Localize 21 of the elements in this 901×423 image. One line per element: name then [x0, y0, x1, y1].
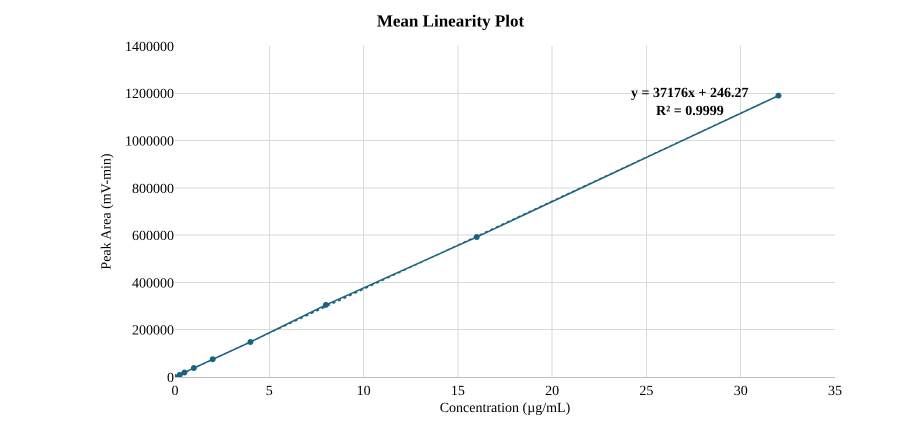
x-tick-label: 5 — [266, 384, 273, 399]
y-tick-label: 1400000 — [125, 40, 174, 55]
y-tick-label: 600000 — [132, 229, 174, 244]
x-tick-label: 15 — [450, 384, 465, 399]
annotation: y = 37176x + 246.27 — [631, 86, 748, 101]
y-tick-label: 0 — [167, 370, 174, 386]
x-axis-title: Concentration (µg/mL) — [440, 401, 571, 416]
annotation: R² = 0.9999 — [656, 104, 724, 119]
chart-title: Mean Linearity Plot — [376, 12, 524, 31]
y-tick-label: 200000 — [132, 324, 174, 339]
x-tick-label: 10 — [356, 384, 371, 399]
y-tick-label: 400000 — [132, 276, 174, 292]
x-tick-label: 30 — [734, 384, 748, 399]
y-tick-label: 1000000 — [125, 134, 174, 150]
y-tick-label: 1200000 — [125, 87, 174, 102]
point — [775, 92, 782, 99]
x-tick-label: 25 — [639, 384, 654, 399]
x-tick-label: 35 — [828, 384, 842, 399]
y-axis-title: Peak Area (mV-min) — [100, 153, 115, 270]
y-tick-label: 800000 — [132, 182, 174, 197]
x-tick-label: 20 — [545, 384, 560, 399]
